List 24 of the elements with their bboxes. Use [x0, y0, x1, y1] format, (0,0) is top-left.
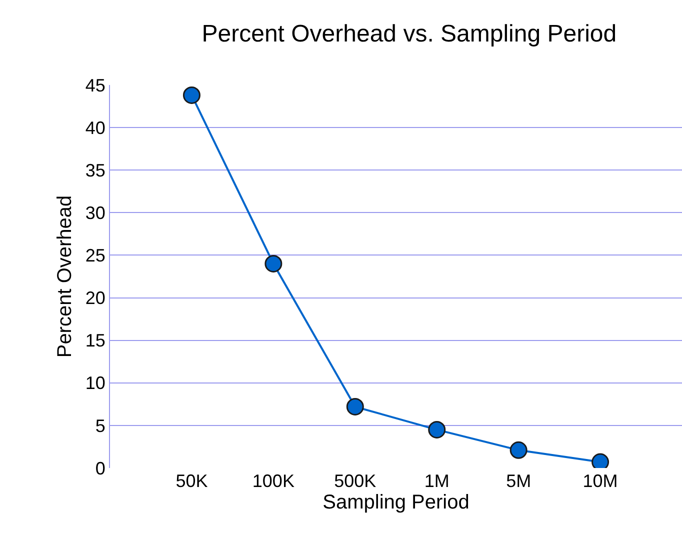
x-tick-label: 1M — [424, 471, 450, 491]
y-tick-label: 20 — [85, 288, 106, 308]
y-tick-label: 40 — [85, 118, 106, 138]
point — [346, 398, 364, 416]
y-tick-label: 25 — [85, 246, 106, 266]
x-tick-label: 50K — [176, 471, 208, 491]
x-axis-title: Sampling Period — [322, 492, 470, 514]
y-tick-label: 35 — [85, 160, 106, 180]
y-tick-label: 5 — [95, 416, 106, 436]
point — [428, 420, 446, 438]
point — [182, 86, 200, 104]
x-tick-label: 500K — [334, 471, 376, 491]
y-axis-title: Percent Overhead — [54, 195, 76, 358]
y-tick-label: 45 — [85, 75, 106, 96]
point — [510, 441, 528, 459]
y-tick-label: 10 — [85, 373, 106, 394]
y-tick-label: 0 — [95, 458, 106, 478]
x-tick-label: 10M — [582, 471, 618, 491]
y-tick-label: 30 — [85, 202, 106, 223]
x-tick-label: 5M — [506, 471, 532, 491]
chart-title: Percent Overhead vs. Sampling Period — [202, 20, 617, 48]
point — [264, 254, 282, 272]
y-tick-label: 15 — [85, 330, 106, 351]
x-tick-label: 100K — [252, 471, 294, 491]
